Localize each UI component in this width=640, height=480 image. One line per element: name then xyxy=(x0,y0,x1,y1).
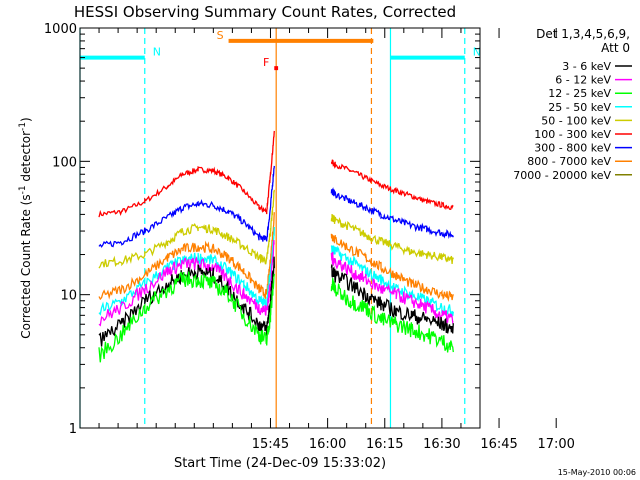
series-line xyxy=(98,165,275,248)
x-tick-label: 16:00 xyxy=(309,437,346,452)
y-tick-label: 1 xyxy=(69,422,77,437)
plot-area: N N S F xyxy=(79,28,481,428)
legend-header-attenuator: Att 0 xyxy=(601,41,630,55)
legend-entry-label: 800 - 7000 keV xyxy=(527,155,611,168)
plot-frame xyxy=(79,27,481,429)
series-line xyxy=(330,159,454,210)
y-axis-label-superscript: -1 xyxy=(18,185,28,194)
legend-entry-label: 50 - 100 keV xyxy=(541,114,611,127)
series-line xyxy=(330,264,454,334)
series-line xyxy=(330,277,454,353)
x-tick-label: 15:45 xyxy=(252,437,289,452)
legend-entry-label: 25 - 50 keV xyxy=(548,101,611,114)
y-axis-label-part: ) xyxy=(19,117,33,122)
x-tick-label: 16:30 xyxy=(423,437,460,452)
legend-entry-label: 300 - 800 keV xyxy=(534,142,611,155)
y-tick-label: 10 xyxy=(60,289,77,304)
footer-timestamp: 15-May-2010 00:06 xyxy=(558,468,636,477)
y-axis-label: Corrected Count Rate (s-1 detector-1) xyxy=(18,117,33,338)
legend-entry-label: 6 - 12 keV xyxy=(555,74,611,87)
series-line xyxy=(330,233,454,302)
legend-entry-label: 100 - 300 keV xyxy=(534,128,611,141)
x-tick-label: 16:15 xyxy=(366,437,403,452)
x-axis: 15:45 16:00 16:15 16:30 16:45 17:00 xyxy=(98,28,575,452)
series-line xyxy=(98,212,275,301)
series-line xyxy=(330,251,454,325)
y-tick-label: 1000 xyxy=(44,22,77,37)
series-line xyxy=(330,245,454,317)
chart-title: HESSI Observing Summary Count Rates, Cor… xyxy=(74,3,456,21)
y-axis-label-superscript: -1 xyxy=(18,122,28,131)
flag-label: S xyxy=(217,29,224,42)
y-axis-label-part: Corrected Count Rate (s xyxy=(19,194,33,338)
series-line xyxy=(330,213,454,265)
flag-label: N xyxy=(473,46,481,59)
series-line xyxy=(330,187,454,240)
flag-label: N xyxy=(153,46,161,59)
y-tick-label: 100 xyxy=(52,155,77,170)
legend-entry-label: 12 - 25 keV xyxy=(548,87,611,100)
x-tick-label: 16:45 xyxy=(480,437,517,452)
y-axis: 1 10 100 1000 xyxy=(44,22,480,437)
series-line xyxy=(98,271,275,363)
x-tick-label: 17:00 xyxy=(537,437,574,452)
series-line xyxy=(98,130,275,218)
legend-header-detectors: Det 1,3,4,5,6,9, xyxy=(536,27,630,41)
legend-entry-label: 7000 - 20000 keV xyxy=(513,169,611,182)
x-axis-label: Start Time (24-Dec-09 15:33:02) xyxy=(174,456,386,471)
legend-entry-label: 3 - 6 keV xyxy=(562,60,611,73)
flag-label: F xyxy=(263,56,269,69)
series-line xyxy=(98,189,275,269)
series-line xyxy=(98,226,275,316)
y-axis-label-part: detector xyxy=(19,131,33,186)
